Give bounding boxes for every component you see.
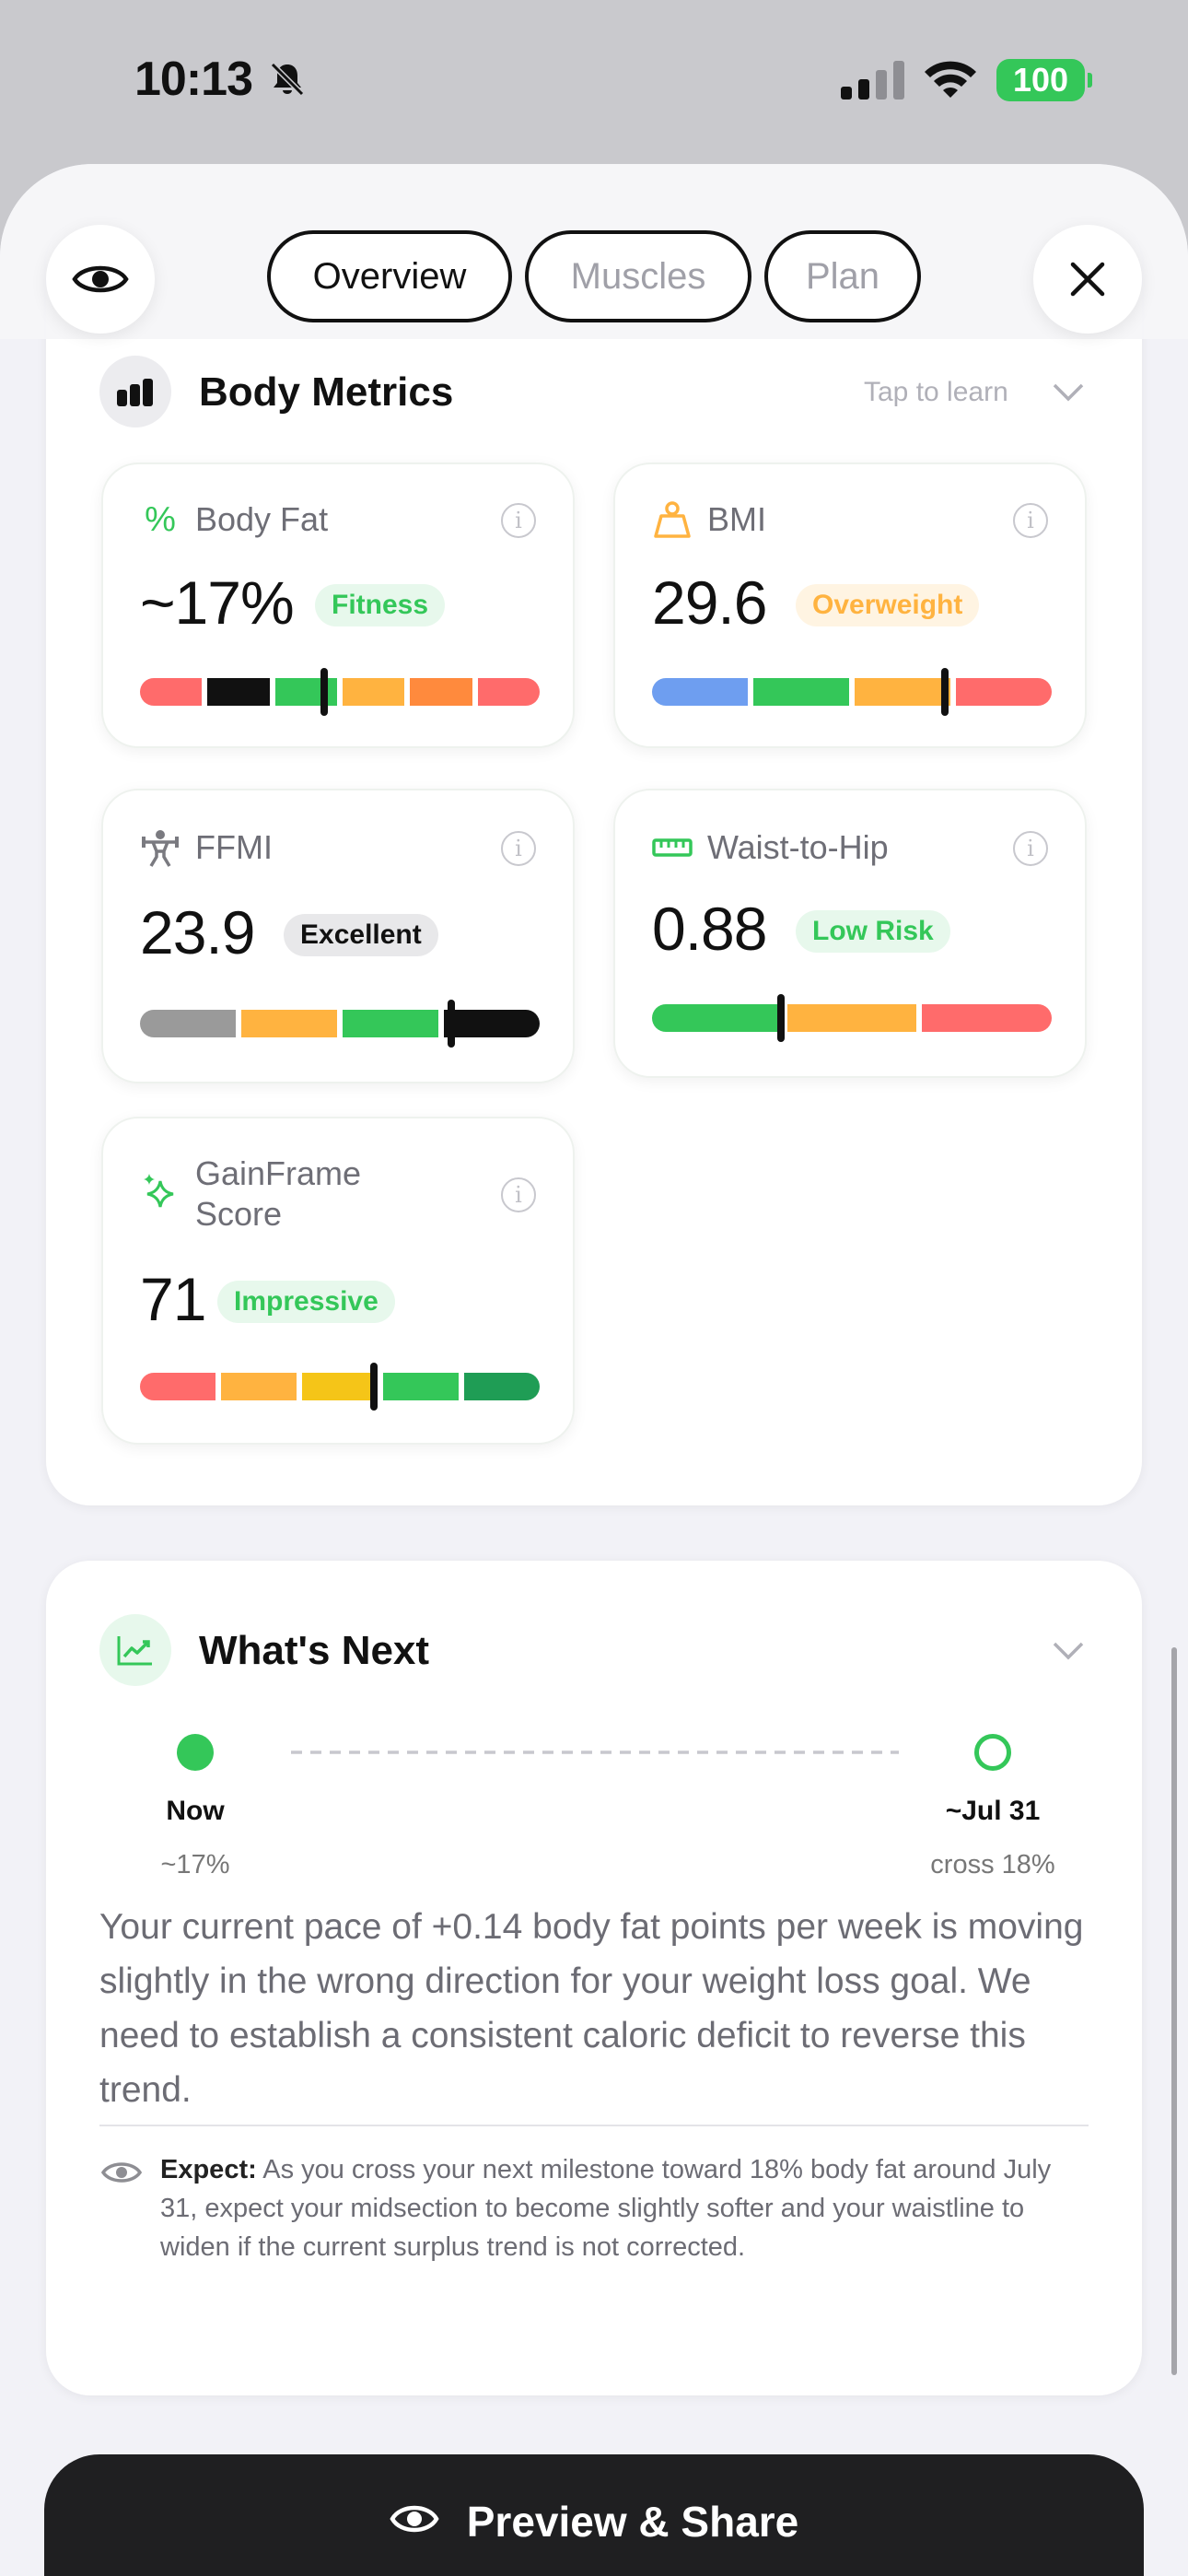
expect-label: Expect: [160, 2155, 257, 2184]
range-bar [140, 1010, 540, 1037]
range-bar [140, 1373, 540, 1400]
info-icon[interactable]: i [501, 1177, 536, 1212]
scale-icon [654, 501, 691, 538]
preview-share-label: Preview & Share [466, 2498, 799, 2546]
expect-text: As you cross your next milestone toward … [160, 2155, 1052, 2262]
timeline-now-label: Now [166, 1796, 225, 1826]
metric-card-body-fat[interactable]: % Body Fat i ~17% Fitness [101, 463, 575, 748]
range-marker [777, 994, 785, 1042]
timeline-target-dot [974, 1734, 1011, 1771]
status-badge: Overweight [796, 584, 980, 626]
eye-icon [101, 2162, 142, 2183]
metric-card-ffmi[interactable]: FFMI i 23.9 Excellent [101, 789, 575, 1083]
metric-value: 29.6 [652, 568, 767, 637]
pace-summary-text: Your current pace of +0.14 body fat poin… [99, 1907, 1084, 2110]
eye-icon [390, 2505, 439, 2533]
metric-card-waist-to-hip[interactable]: Waist-to-Hip i 0.88 Low Risk [613, 789, 1087, 1078]
cellular-signal-icon [841, 61, 904, 100]
status-badge: Low Risk [796, 910, 950, 953]
status-badge: Fitness [315, 584, 446, 626]
sparkle-icon [144, 1174, 174, 1208]
status-badge: Impressive [217, 1281, 395, 1323]
tab-overview[interactable]: Overview [267, 230, 512, 322]
tap-to-learn-hint[interactable]: Tap to learn [864, 377, 1008, 407]
close-button[interactable] [1033, 225, 1142, 334]
metric-card-bmi[interactable]: BMI i 29.6 Overweight [613, 463, 1087, 748]
metric-value: 23.9 [140, 898, 255, 966]
percent-icon: % [145, 499, 176, 539]
chevron-down-icon[interactable] [1052, 381, 1085, 404]
lifter-icon [142, 830, 179, 867]
tab-plan[interactable]: Plan [764, 230, 921, 322]
info-icon[interactable]: i [1013, 831, 1048, 866]
bell-slash-icon [270, 62, 305, 97]
close-icon [1070, 262, 1105, 297]
body-metrics-card: Body Metrics Tap to learn % Body Fat i ~… [46, 219, 1142, 1505]
chevron-down-icon[interactable] [1052, 1640, 1085, 1662]
metric-label: Body Fat [195, 500, 329, 538]
divider [99, 2125, 1089, 2126]
metric-label: FFMI [195, 828, 273, 866]
timeline-target-label: ~Jul 31 [945, 1796, 1041, 1826]
metric-value: 0.88 [652, 895, 767, 963]
timeline-now-dot [177, 1734, 214, 1771]
whats-next-card: What's Next Now ~17% ~Jul 31 cross 18% Y… [46, 1561, 1142, 2395]
timeline-dashed-line [291, 1751, 899, 1754]
metric-card-gainframe-score[interactable]: GainFrame Score i 71 Impressive [101, 1117, 575, 1445]
range-marker [370, 1363, 378, 1411]
range-bar [652, 1004, 1053, 1032]
battery-indicator: 100 [996, 59, 1092, 101]
wifi-icon [925, 61, 976, 98]
range-marker [941, 668, 949, 716]
expect-note: Expect: As you cross your next milestone… [160, 2150, 1081, 2266]
metric-value: 71 [140, 1265, 206, 1333]
preview-toggle-button[interactable] [46, 225, 155, 334]
body-metrics-title: Body Metrics [199, 369, 454, 415]
status-bar: 10:13 100 [0, 0, 1188, 157]
timeline-target-value: cross 18% [930, 1850, 1055, 1879]
scrollbar[interactable] [1171, 1647, 1177, 2375]
metric-label: Waist-to-Hip [707, 828, 889, 866]
bar-chart-icon [99, 356, 171, 427]
range-bar [652, 678, 1052, 706]
preview-share-button[interactable]: Preview & Share [44, 2454, 1144, 2576]
range-marker [320, 668, 328, 716]
timeline-now-value: ~17% [160, 1850, 230, 1879]
tab-muscles[interactable]: Muscles [525, 230, 751, 322]
info-icon[interactable]: i [1013, 503, 1048, 538]
range-marker [448, 1000, 455, 1048]
metric-label: BMI [707, 500, 767, 538]
status-time: 10:13 [134, 53, 253, 106]
metric-value: ~17% [140, 568, 295, 637]
eye-icon [72, 265, 129, 293]
top-bar: Overview Muscles Plan [0, 164, 1188, 339]
whats-next-title: What's Next [199, 1628, 430, 1673]
trend-chart-icon [99, 1614, 171, 1686]
range-bar [140, 678, 540, 706]
info-icon[interactable]: i [501, 831, 536, 866]
status-badge: Excellent [284, 914, 438, 956]
info-icon[interactable]: i [501, 503, 536, 538]
ruler-icon [652, 838, 693, 857]
metric-label: GainFrame Score [195, 1154, 362, 1233]
report-sheet: Overview Muscles Plan Body Metrics Tap t… [0, 164, 1188, 2576]
